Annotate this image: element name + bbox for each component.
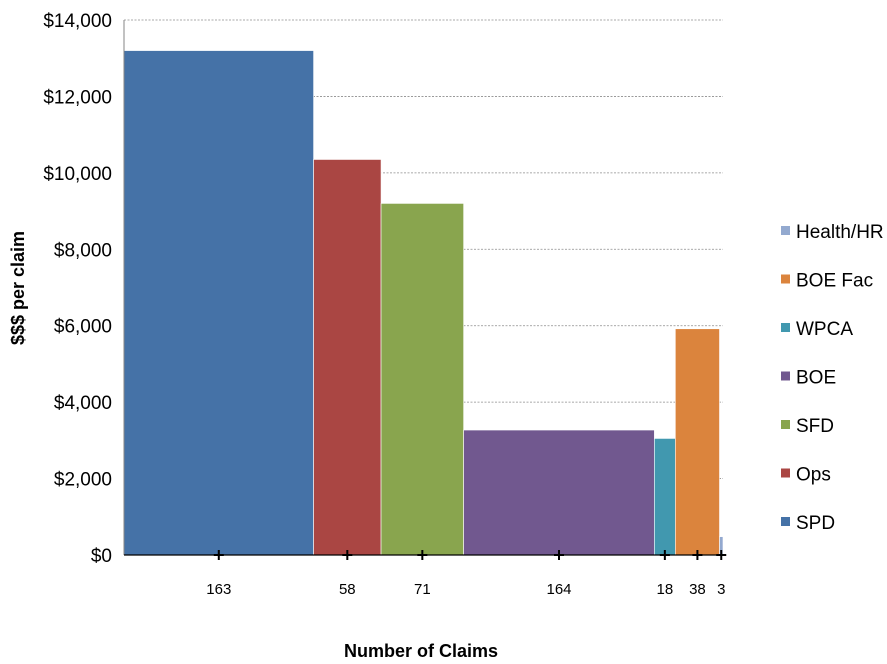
y-tick-label: $2,000 [54,470,112,491]
x-tick-mark [417,550,428,560]
bar-ops [313,159,382,556]
x-width-label: 164 [546,581,571,598]
x-tick-mark [659,550,670,560]
legend-label: BOE Fac [796,271,873,292]
x-tick-mark [554,550,565,560]
y-tick-label: $4,000 [54,393,112,414]
y-tick-label: $10,000 [43,164,112,185]
y-tick-label: $14,000 [43,11,112,32]
x-width-label: 71 [414,581,431,598]
x-category-labels: 163 58 71 164 18 38 3 [206,581,725,598]
x-tick-mark [213,550,224,560]
bar-spd [123,50,314,556]
legend-swatch [781,371,790,381]
legend-swatch [781,274,790,284]
x-width-label: 18 [657,581,674,598]
x-tick-mark [716,550,727,560]
legend-swatch [781,323,790,332]
x-width-label: 163 [206,581,231,598]
x-tick-marks [213,550,727,560]
bar-sfd [380,203,464,556]
x-tick-mark [692,550,703,560]
x-tick-mark [342,550,353,560]
legend-label: Ops [796,465,831,486]
legend-label: SPD [796,513,835,534]
y-tick-label: $0 [91,546,112,567]
bar-boe-fac [675,328,720,556]
legend-swatch [781,468,790,478]
y-tick-labels: $0 $2,000 $4,000 $6,000 $8,000 $10,000 $12,000… [43,11,112,567]
legend-label: WPCA [796,319,853,340]
x-width-label: 3 [717,581,725,598]
legend-label: SFD [796,416,834,437]
legend-swatch [781,420,790,429]
legend-label: Health/HR [796,222,884,243]
bars [123,50,724,556]
legend-label: BOE [796,368,836,389]
y-axis-title: $$$ per claim [8,231,28,345]
bar-wpca [654,438,676,556]
y-tick-label: $8,000 [54,240,112,261]
x-width-label: 38 [689,581,706,598]
legend-swatch [781,517,790,526]
y-tick-label: $12,000 [43,87,112,108]
x-width-label: 58 [339,581,356,598]
legend: Health/HR BOE Fac WPCA BOE SFD Ops SPD [781,222,884,534]
bar-boe [463,429,655,556]
legend-swatch [781,226,790,235]
x-axis-title: Number of Claims [344,641,498,661]
y-tick-label: $6,000 [54,317,112,338]
